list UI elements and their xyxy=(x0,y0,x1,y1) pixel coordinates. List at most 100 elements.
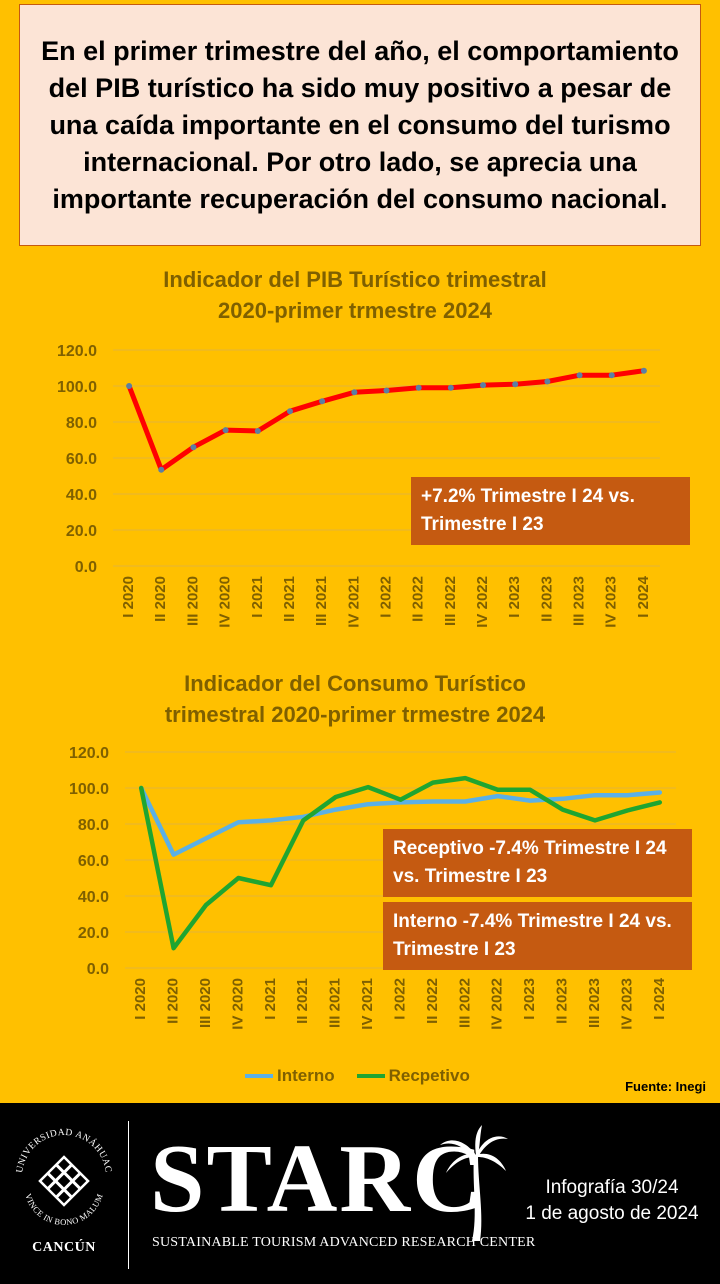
chart1-plot: 0.0 20.0 40.0 60.0 80.0 100.0 120.0 I 2020 II 20… xyxy=(57,343,660,628)
chart1-data-point xyxy=(190,444,197,451)
legend-swatch-interno xyxy=(245,1074,273,1078)
chart1-ytick-label: 120.0 xyxy=(57,343,97,360)
legend-swatch-receptivo xyxy=(356,1074,385,1078)
chart1-title: Indicador del PIB Turístico trimestral 2… xyxy=(60,264,650,326)
chart1-callout: +7.2% Trimestre I 24 vs. Trimestre I 23 xyxy=(411,477,690,545)
chart1-data-point xyxy=(158,466,165,473)
palm-tree-icon xyxy=(440,1125,508,1241)
chart2-xtick-label: II 2020 xyxy=(165,978,182,1024)
chart2-title: Indicador del Consumo Turístico trimestr… xyxy=(60,668,650,730)
chart2-xtick-label: I 2022 xyxy=(391,978,408,1020)
chart1-xtick-label: I 2024 xyxy=(635,575,652,617)
chart1-data-point xyxy=(351,389,358,396)
chart1-ytick-label: 0.0 xyxy=(75,559,97,576)
seal-arc-bottom: VINCE IN BONO MALUM xyxy=(23,1192,104,1227)
chart1-xtick-label: II 2023 xyxy=(538,576,555,622)
chart1-ytick-label: 20.0 xyxy=(66,523,97,540)
chart1-ytick-label: 40.0 xyxy=(66,487,97,504)
chart2-xtick-label: II 2023 xyxy=(554,978,571,1024)
chart1-xtick-label: II 2021 xyxy=(281,576,298,622)
chart2-ytick-label: 80.0 xyxy=(78,817,109,834)
chart2-xtick-label: IV 2020 xyxy=(229,978,246,1030)
legend-item-interno: Interno xyxy=(245,1066,335,1086)
footer-divider xyxy=(128,1121,129,1269)
chart2-title-line1: Indicador del Consumo Turístico xyxy=(184,671,526,696)
chart2-ytick-label: 60.0 xyxy=(78,853,109,870)
chart1-data-point xyxy=(319,398,326,405)
chart1-data-point xyxy=(576,372,583,379)
chart1-data-point xyxy=(480,382,487,389)
chart2-xtick-label: III 2020 xyxy=(197,978,214,1028)
chart2-xtick-label: II 2021 xyxy=(294,978,311,1024)
chart1-data-point xyxy=(415,384,422,391)
chart1-xtick-label: IV 2020 xyxy=(217,576,234,628)
legend-label-receptivo: Recpetivo xyxy=(388,1066,470,1085)
chart1-ytick-label: 100.0 xyxy=(57,379,97,396)
infographic-number: Infografía 30/24 xyxy=(545,1177,679,1198)
chart2-series-line-1 xyxy=(138,775,663,951)
campus-name: CANCÚN xyxy=(32,1240,96,1255)
svg-text:UNIVERSIDAD ANÁHUAC: UNIVERSIDAD ANÁHUAC xyxy=(15,1128,113,1174)
chart1-ytick-label: 80.0 xyxy=(66,415,97,432)
chart2-callout-receptivo: Receptivo -7.4% Trimestre I 24 vs. Trime… xyxy=(383,829,692,897)
chart2-xtick-label: I 2024 xyxy=(651,977,668,1019)
chart1-xtick-label: I 2021 xyxy=(249,576,266,618)
chart2-xtick-label: II 2022 xyxy=(424,978,441,1024)
chart2-title-line2: trimestral 2020-primer trmestre 2024 xyxy=(164,702,546,727)
chart1-data-point xyxy=(254,428,261,434)
chart2-ytick-label: 100.0 xyxy=(69,781,109,798)
seal-emblem-icon xyxy=(38,1155,90,1207)
chart1-data-point xyxy=(222,427,229,434)
legend-label-interno: Interno xyxy=(277,1066,335,1085)
chart1-xtick-label: II 2022 xyxy=(410,576,427,622)
chart1-data-point xyxy=(608,372,615,379)
chart1-xtick-label: III 2020 xyxy=(184,576,201,626)
university-seal-logo: UNIVERSIDAD ANÁHUAC VINCE IN BONO MALUM xyxy=(15,1128,113,1227)
infographic-info: Infografía 30/24 1 de agosto de 2024 xyxy=(508,1175,716,1227)
chart1-xtick-label: IV 2022 xyxy=(474,576,491,628)
chart1-data-point xyxy=(544,378,551,385)
chart2-xtick-label: III 2023 xyxy=(586,978,603,1028)
source-note: Fuente: Inegi xyxy=(625,1079,706,1094)
chart1-xtick-label: I 2022 xyxy=(377,576,394,618)
starc-brand: STARC xyxy=(150,1125,485,1233)
chart1-xtick-label: IV 2023 xyxy=(603,576,620,628)
chart1-xtick-label: I 2023 xyxy=(506,576,523,618)
chart2-xtick-label: III 2021 xyxy=(327,978,344,1028)
chart2-callout-interno: Interno -7.4% Trimestre I 24 vs. Trimest… xyxy=(383,902,692,970)
chart1-xtick-label: III 2022 xyxy=(442,576,459,626)
chart1-xtick-label: IV 2021 xyxy=(345,576,362,628)
chart1-data-point xyxy=(126,383,133,389)
chart1-data-point xyxy=(512,381,519,388)
chart1-data-point xyxy=(447,384,454,391)
chart2-ytick-label: 40.0 xyxy=(78,889,109,906)
chart1-data-point xyxy=(286,408,293,415)
chart1-data-point xyxy=(383,387,390,394)
chart2-legend: Interno Recpetivo xyxy=(245,1066,470,1086)
svg-text:VINCE IN BONO MALUM: VINCE IN BONO MALUM xyxy=(23,1192,105,1227)
intro-text-box: En el primer trimestre del año, el compo… xyxy=(19,4,701,246)
chart2-xtick-label: I 2021 xyxy=(262,978,279,1020)
footer: UNIVERSIDAD ANÁHUAC VINCE IN BONO MALUM … xyxy=(0,1103,720,1284)
legend-item-receptivo: Recpetivo xyxy=(356,1066,470,1086)
chart1-xtick-label: I 2020 xyxy=(120,576,137,618)
chart1-xtick-label: II 2020 xyxy=(152,576,169,622)
chart1-xtick-label: III 2021 xyxy=(313,576,330,626)
chart2-xtick-label: I 2023 xyxy=(521,978,538,1020)
chart2-ytick-label: 120.0 xyxy=(69,745,109,762)
chart1-title-line2: 2020-primer trmestre 2024 xyxy=(218,298,492,323)
starc-subtitle: SUSTAINABLE TOURISM ADVANCED RESEARCH CE… xyxy=(152,1235,536,1250)
chart2-xtick-label: IV 2021 xyxy=(359,978,376,1030)
chart1-data-point xyxy=(640,367,647,374)
chart2-xtick-label: III 2022 xyxy=(456,978,473,1028)
chart2-xtick-label: I 2020 xyxy=(132,978,149,1020)
chart2-ytick-label: 0.0 xyxy=(87,961,109,978)
chart2-series-line-0 xyxy=(138,785,663,857)
seal-arc-top: UNIVERSIDAD ANÁHUAC xyxy=(15,1128,112,1174)
infographic-date: 1 de agosto de 2024 xyxy=(525,1203,699,1224)
chart2-xtick-label: IV 2023 xyxy=(618,978,635,1030)
chart1-ytick-label: 60.0 xyxy=(66,451,97,468)
chart2-xtick-label: IV 2022 xyxy=(489,978,506,1030)
chart1-title-line1: Indicador del PIB Turístico trimestral xyxy=(163,267,547,292)
chart2-ytick-label: 20.0 xyxy=(78,925,109,942)
